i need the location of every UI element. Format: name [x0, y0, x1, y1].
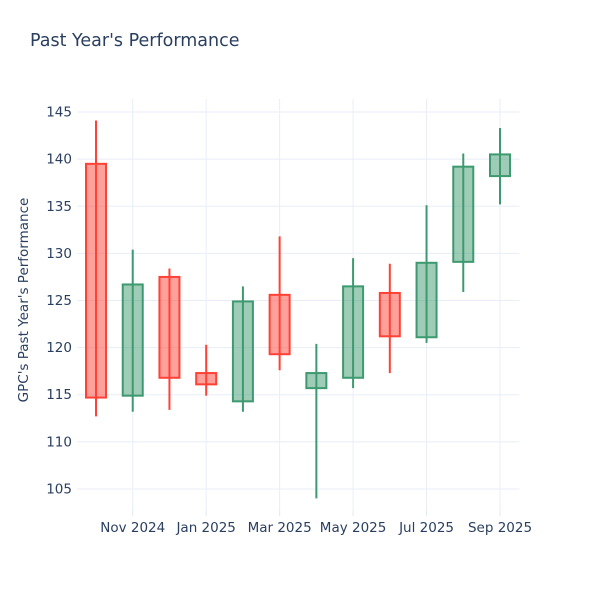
candle-body	[452, 165, 475, 263]
candle-nov-2024[interactable]	[121, 249, 144, 412]
x-tick-label: Jan 2025	[175, 520, 235, 536]
x-tick-label: Jul 2025	[398, 520, 454, 536]
candle-jul-2025[interactable]	[415, 205, 438, 343]
candle-body	[489, 153, 511, 178]
y-tick-label: 145	[46, 105, 72, 121]
y-tick-label: 135	[46, 199, 72, 215]
x-tick-labels: Nov 2024 Jan 2025 Mar 2025 May 2025 Jul 2025…	[100, 520, 532, 536]
y-tick-label: 140	[46, 152, 72, 168]
candle-body	[342, 285, 365, 379]
y-tick-label: 130	[46, 246, 72, 262]
x-tick-label: Sep 2025	[468, 520, 532, 536]
x-tick-label: Nov 2024	[100, 520, 165, 536]
y-tick-labels: 105 110 115 120 125 130 135 140 145	[46, 105, 72, 498]
candle-body	[378, 291, 401, 338]
candle-body	[415, 261, 438, 339]
candle-body	[195, 372, 218, 386]
chart-title: Past Year's Performance	[30, 31, 240, 51]
candle-body	[158, 275, 181, 379]
y-tick-label: 115	[46, 387, 72, 403]
x-tick-label: May 2025	[320, 520, 387, 536]
candle-body	[268, 293, 291, 356]
candle-sep-2025[interactable]	[489, 128, 511, 205]
candle-body	[85, 162, 107, 399]
candle-body	[305, 372, 328, 390]
candle-oct-2024[interactable]	[85, 120, 107, 417]
candle-body	[121, 283, 144, 397]
candle-may-2025[interactable]	[342, 258, 365, 389]
y-tick-label: 125	[46, 293, 72, 309]
candle-mar-2025[interactable]	[268, 236, 291, 371]
y-tick-label: 120	[46, 340, 72, 356]
y-tick-label: 105	[46, 481, 72, 497]
y-tick-label: 110	[46, 434, 72, 450]
candle-dec-2024[interactable]	[158, 268, 181, 410]
x-tick-label: Mar 2025	[248, 520, 312, 536]
candle-aug-2025[interactable]	[452, 153, 475, 293]
candle-body	[231, 300, 254, 403]
candle-jun-2025[interactable]	[378, 263, 401, 374]
candle-feb-2025[interactable]	[231, 286, 254, 412]
candle-apr-2025[interactable]	[305, 343, 328, 499]
candles	[85, 120, 511, 499]
candle-jan-2025[interactable]	[195, 344, 218, 396]
